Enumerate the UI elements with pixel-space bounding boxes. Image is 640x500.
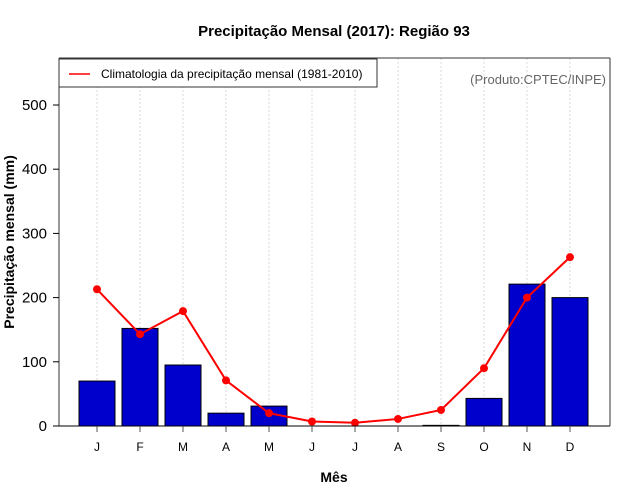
- bar-2: [164, 364, 202, 427]
- x-tick-label: J: [94, 440, 100, 454]
- x-tick-label: A: [222, 440, 230, 454]
- x-tick-label: D: [566, 440, 575, 454]
- y-axis-title: Precipitação mensal (mm): [1, 155, 17, 329]
- y-tick-label: 400: [22, 161, 47, 178]
- bar-10: [508, 283, 546, 427]
- climatology-point-8: [437, 405, 445, 414]
- climatology-point-9: [480, 364, 488, 373]
- climatology-point-5: [308, 417, 316, 426]
- y-ticks: 0 100 200 300 400 500: [22, 97, 59, 435]
- climatology-point-6: [351, 418, 359, 427]
- x-tick-label: N: [523, 440, 532, 454]
- legend: Climatologia da precipitação mensal (198…: [58, 58, 378, 88]
- chart-title: Precipitação Mensal (2017): Região 93: [198, 23, 470, 40]
- y-tick-label: 300: [22, 225, 47, 242]
- y-tick-label: 500: [22, 97, 47, 114]
- y-tick-label: 100: [22, 354, 47, 371]
- bar-0: [78, 380, 116, 427]
- bar-11: [551, 297, 589, 427]
- bar-1: [121, 327, 159, 427]
- climatology-point-10: [523, 293, 531, 302]
- x-tick-label: F: [136, 440, 143, 454]
- x-tick-label: M: [178, 440, 188, 454]
- legend-entry-climatology: Climatologia da precipitação mensal (198…: [101, 67, 362, 81]
- climatology-point-7: [394, 414, 402, 423]
- climatology-point-3: [222, 376, 230, 385]
- x-tick-label: O: [479, 440, 488, 454]
- climatology-point-1: [136, 330, 144, 339]
- legend-box: [58, 58, 378, 88]
- bar-9: [465, 397, 503, 427]
- climatology-point-0: [93, 285, 101, 294]
- bar-3: [207, 412, 245, 427]
- grid-lines: [96, 58, 571, 426]
- y-tick-label: 0: [39, 418, 47, 435]
- climatology-point-2: [179, 307, 187, 316]
- x-tick-label: J: [309, 440, 315, 454]
- x-tick-label: M: [264, 440, 274, 454]
- x-tick-label: S: [437, 440, 445, 454]
- climatology-line-group: [93, 253, 574, 427]
- x-axis-title: Mês: [320, 469, 347, 485]
- bars-group: [78, 283, 589, 427]
- y-tick-label: 200: [22, 290, 47, 307]
- climatology-line: [96, 256, 571, 424]
- climatology-point-11: [566, 253, 574, 262]
- credit-annotation: (Produto:CPTEC/INPE): [470, 72, 606, 87]
- x-tick-label: A: [394, 440, 402, 454]
- climatology-point-4: [265, 409, 273, 418]
- x-tick-label: J: [352, 440, 358, 454]
